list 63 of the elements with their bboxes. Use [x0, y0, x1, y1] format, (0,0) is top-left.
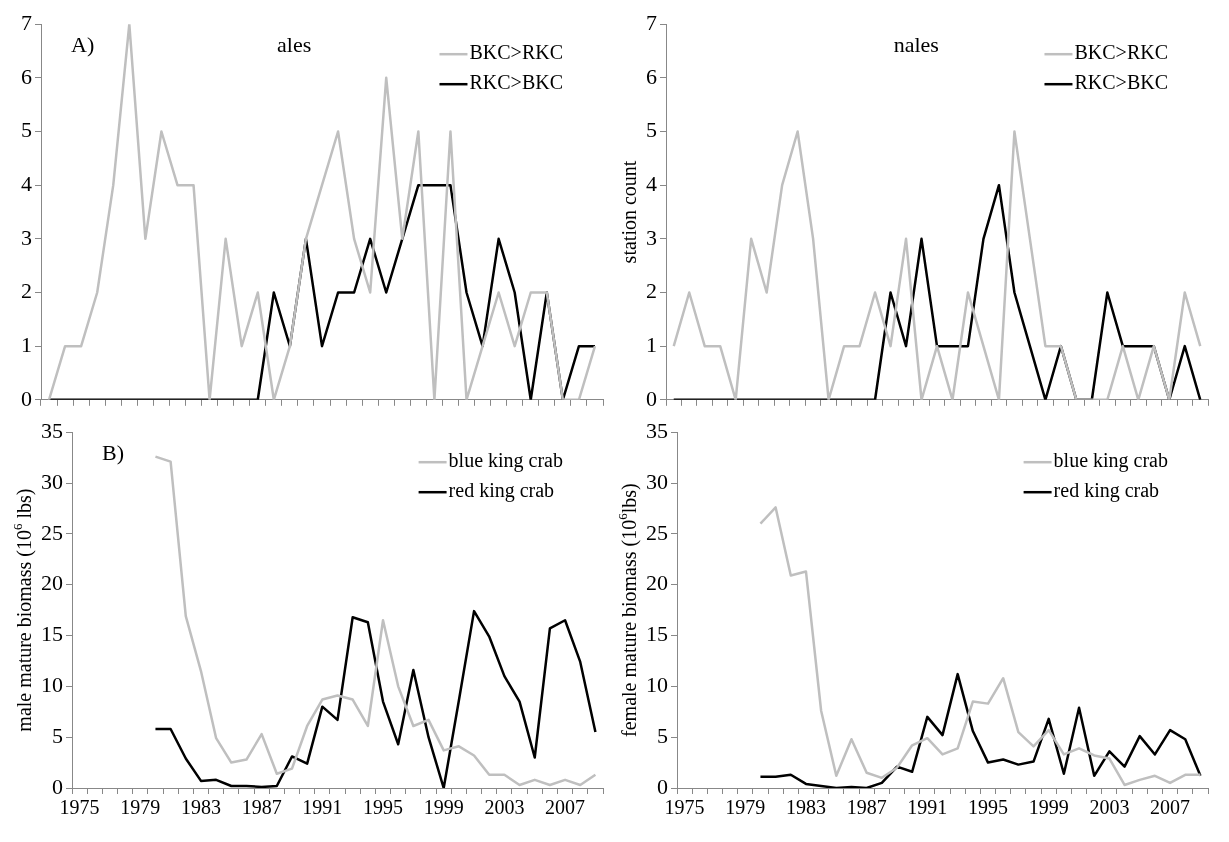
legend-label: RKC>BKC [469, 71, 564, 94]
y-tick-label: 15 [41, 621, 63, 647]
x-tick-label: 1975 [59, 796, 100, 819]
y-tick-label: 35 [41, 417, 63, 443]
y-tick-label: 25 [41, 519, 63, 545]
y-tick-label: 0 [646, 385, 657, 411]
x-tick-label: 1983 [180, 796, 221, 819]
y-tick-label: 4 [21, 170, 32, 196]
legend-label: red king crab [448, 479, 555, 503]
x-tick-label: 1979 [725, 796, 766, 819]
y-tick-label: 7 [21, 9, 32, 35]
x-tick-label: 2003 [484, 796, 525, 819]
y-tick-label: 30 [646, 468, 668, 494]
y-tick-label: 25 [646, 519, 668, 545]
legend-label: red king crab [1053, 479, 1160, 503]
x-tick-label: 1995 [968, 796, 1009, 819]
x-tick-label: 2003 [1089, 796, 1130, 819]
annotation: nales [893, 31, 939, 57]
y-tick-label: 0 [21, 385, 32, 411]
y-tick-label: 20 [41, 570, 63, 596]
annotation: ales [277, 31, 312, 57]
y-tick-label: 1 [646, 331, 657, 357]
annotation: A) [71, 31, 95, 57]
x-tick-label: 2007 [545, 796, 586, 819]
y-tick-label: 10 [646, 672, 668, 698]
y-tick-label: 0 [52, 773, 63, 799]
y-tick-label: 5 [646, 117, 657, 143]
x-tick-label: 1987 [241, 796, 282, 819]
y-tick-label: 5 [657, 722, 668, 748]
y-tick-label: 35 [646, 417, 668, 443]
y-tick-label: 6 [21, 63, 32, 89]
y-tick-label: 5 [52, 722, 63, 748]
legend-label: BKC>RKC [469, 41, 564, 64]
y-axis-title: station count [618, 160, 641, 264]
y-tick-label: 10 [41, 672, 63, 698]
x-tick-label: 1979 [120, 796, 161, 819]
legend-label: BKC>RKC [1074, 41, 1169, 64]
y-tick-label: 2 [21, 278, 32, 304]
annotation: B) [102, 439, 124, 465]
x-tick-label: 1991 [302, 796, 343, 819]
x-tick-label: 2007 [1150, 796, 1191, 819]
y-tick-label: 3 [21, 224, 32, 250]
x-tick-label: 1999 [423, 796, 464, 819]
y-tick-label: 20 [646, 570, 668, 596]
x-tick-label: 1983 [785, 796, 826, 819]
legend-label: blue king crab [448, 449, 563, 473]
y-tick-label: 2 [646, 278, 657, 304]
legend-label: blue king crab [1053, 449, 1168, 473]
y-tick-label: 0 [657, 773, 668, 799]
y-tick-label: 30 [41, 468, 63, 494]
x-tick-label: 1991 [907, 796, 948, 819]
y-tick-label: 6 [646, 63, 657, 89]
x-tick-label: 1987 [846, 796, 887, 819]
y-tick-label: 1 [21, 331, 32, 357]
y-tick-label: 5 [21, 117, 32, 143]
x-tick-label: 1999 [1028, 796, 1069, 819]
x-tick-label: 1995 [363, 796, 404, 819]
x-tick-label: 1975 [664, 796, 705, 819]
y-tick-label: 7 [646, 9, 657, 35]
y-tick-label: 15 [646, 621, 668, 647]
y-tick-label: 3 [646, 224, 657, 250]
legend-label: RKC>BKC [1074, 71, 1169, 94]
y-tick-label: 4 [646, 170, 657, 196]
